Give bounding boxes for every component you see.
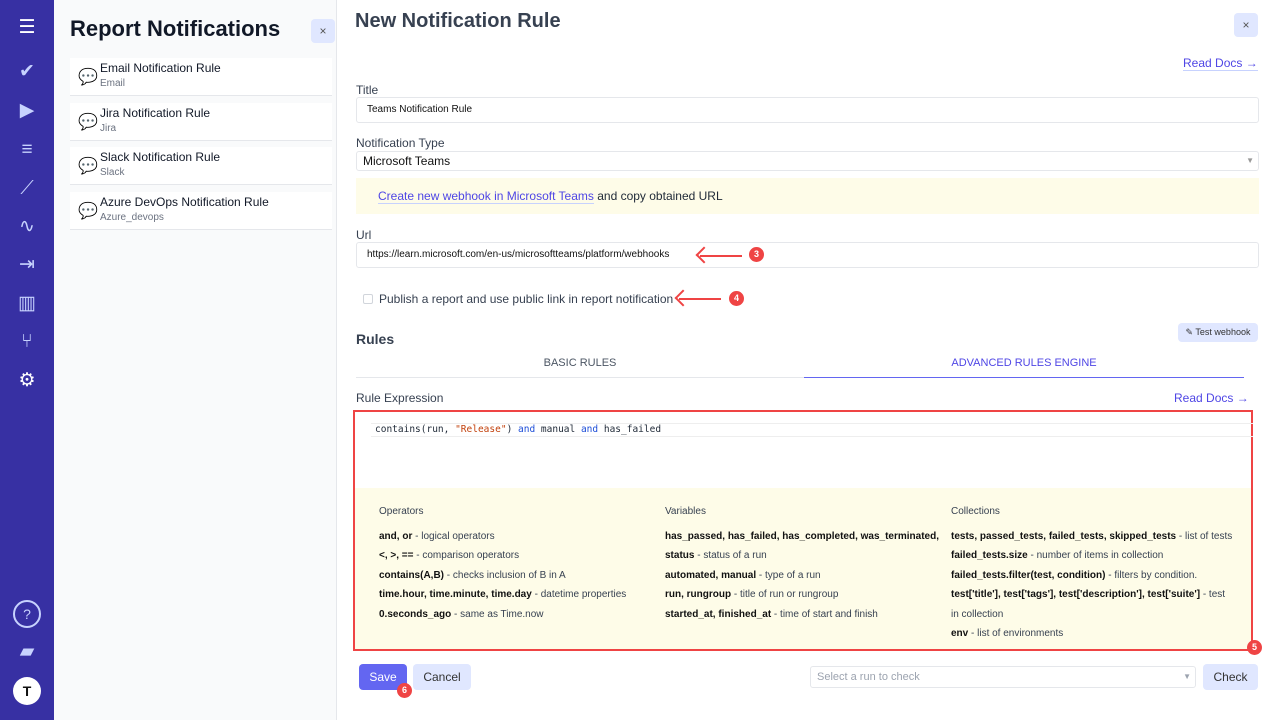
operators-column: Operators and, or - logical operators <, >… (379, 506, 626, 628)
help-row: test['title'], test['tags'], test['descr… (951, 589, 1226, 601)
item-type: Jira (100, 122, 117, 134)
run-select[interactable]: Select a run to check ▼ (810, 666, 1196, 688)
run-select-placeholder: Select a run to check (817, 671, 920, 683)
import-icon[interactable]: ⇥ (19, 254, 35, 275)
branch-icon[interactable]: ⑂ (21, 331, 33, 352)
annotation-badge: 6 (397, 683, 412, 698)
panel-title: Report Notifications (70, 16, 281, 41)
plug-icon: ✎ (1185, 327, 1196, 337)
dropdown-arrow-icon: ▼ (1246, 156, 1254, 165)
notifications-list-panel: Report Notifications × 💬 Email Notificati… (54, 0, 336, 720)
title-input[interactable]: Teams Notification Rule (356, 97, 1259, 123)
syntax-help: Operators and, or - logical operators <, >… (355, 488, 1251, 649)
collections-column: Collections tests, passed_tests, failed_t… (951, 506, 1232, 647)
annotation-badge: 5 (1247, 640, 1262, 655)
list-item[interactable]: 💬 Email Notification Rule Email (70, 58, 332, 96)
publish-checkbox[interactable] (363, 294, 373, 304)
help-row: status - status of a run (665, 550, 767, 562)
save-button[interactable]: Save (359, 664, 407, 690)
list-item[interactable]: 💬 Slack Notification Rule Slack (70, 147, 332, 185)
help-row: started_at, finished_at - time of start … (665, 608, 878, 620)
url-input[interactable]: https://learn.microsoft.com/en-us/micros… (356, 242, 1259, 268)
variables-column: Variables has_passed, has_failed, has_com… (665, 506, 939, 628)
steps-icon[interactable]: ⟋ (20, 178, 34, 199)
annotation-arrow (679, 298, 721, 300)
help-icon[interactable]: ? (13, 600, 41, 628)
item-title: Email Notification Rule (100, 61, 221, 75)
checklist-icon[interactable]: ≡ (21, 139, 33, 160)
tab-basic-rules[interactable]: BASIC RULES (356, 350, 804, 378)
annotation-badge: 4 (729, 291, 744, 306)
analytics-icon[interactable]: ▥ (18, 293, 36, 314)
item-type: Email (100, 78, 126, 89)
annotation-arrow (700, 255, 742, 257)
play-icon[interactable]: ▶ (19, 100, 35, 121)
check-button[interactable]: Check (1203, 664, 1258, 690)
help-row: has_passed, has_failed, has_completed, w… (665, 531, 940, 542)
chat-bubble-icon: 💬 (78, 69, 98, 86)
help-row: env - list of environments (951, 627, 1064, 639)
help-row: time.hour, time.minute, time.day - datet… (379, 589, 627, 601)
help-row: <, >, == - comparison operators (379, 550, 520, 562)
rule-expression-box: contains(run, "Release") and manual and … (353, 410, 1253, 651)
webhook-note: Create new webhook in Microsoft Teams an… (356, 178, 1259, 214)
form-title: New Notification Rule (355, 10, 561, 32)
list-item[interactable]: 💬 Azure DevOps Notification Rule Azure_dev… (70, 191, 332, 230)
code-text: contains(run, "Release") and manual and … (375, 424, 662, 435)
help-row: failed_tests.size - number of items in c… (951, 550, 1164, 562)
close-panel-button[interactable]: × (311, 19, 335, 43)
app-sidebar: ☰ ✔ ▶ ≡ ⟋ ∿ ⇥ ▥ ⑂ ⚙? ▰ T (0, 0, 54, 720)
pulse-icon[interactable]: ∿ (19, 216, 35, 237)
title-label: Title (356, 83, 379, 97)
menu-icon[interactable]: ☰ (18, 17, 36, 38)
item-title: Jira Notification Rule (100, 105, 211, 120)
test-webhook-button[interactable]: ✎ Test webhook (1178, 323, 1258, 342)
notification-type-select[interactable]: Microsoft Teams ▼ (356, 151, 1259, 171)
help-row: automated, manual - type of a run (665, 569, 821, 581)
folder-icon[interactable]: ▰ (19, 641, 35, 662)
selected-type: Microsoft Teams (363, 154, 451, 168)
rules-heading: Rules (356, 331, 395, 347)
chat-bubble-icon: 💬 (78, 202, 98, 220)
note-text: and copy obtained URL (593, 189, 723, 203)
item-type: Azure_devops (100, 211, 164, 223)
column-title: Variables (665, 506, 706, 517)
avatar-icon[interactable]: T (13, 677, 41, 705)
cancel-button[interactable]: Cancel (413, 664, 471, 690)
test-webhook-label: Test webhook (1195, 327, 1251, 337)
help-row: run, rungroup - title of run or rungroup (665, 589, 839, 601)
chat-bubble-icon: 💬 (78, 158, 98, 175)
create-webhook-link[interactable]: Create new webhook in Microsoft Teams (378, 189, 594, 204)
dropdown-arrow-icon: ▼ (1183, 672, 1191, 681)
item-title: Slack Notification Rule (100, 150, 221, 164)
help-row: 0.seconds_ago - same as Time.now (379, 608, 544, 620)
help-row: in collection (951, 608, 1004, 620)
expression-docs-link[interactable]: Read Docs → (1174, 391, 1249, 405)
expression-label: Rule Expression (356, 391, 444, 405)
item-type: Slack (100, 167, 125, 178)
annotation-badge: 3 (749, 247, 764, 262)
url-label: Url (356, 228, 372, 242)
code-editor[interactable] (371, 423, 1253, 437)
list-item[interactable]: 💬 Jira Notification Rule Jira (70, 102, 332, 141)
help-row: and, or - logical operators (379, 531, 495, 542)
publish-label: Publish a report and use public link in … (379, 292, 674, 306)
chat-bubble-icon: 💬 (78, 113, 98, 131)
type-label: Notification Type (356, 136, 445, 150)
new-rule-form: New Notification Rule × Read Docs → Titl… (336, 0, 1280, 720)
help-row: failed_tests.filter(test, condition) - f… (951, 569, 1198, 581)
check-icon[interactable]: ✔ (19, 61, 35, 82)
gear-icon[interactable]: ⚙ (18, 370, 36, 391)
column-title: Collections (951, 506, 1000, 517)
column-title: Operators (379, 506, 424, 517)
help-row: contains(A,B) - checks inclusion of B in… (379, 569, 566, 581)
read-docs-link[interactable]: Read Docs → (1183, 56, 1258, 71)
item-title: Azure DevOps Notification Rule (100, 194, 269, 209)
help-row: tests, passed_tests, failed_tests, skipp… (951, 531, 1233, 542)
close-form-button[interactable]: × (1234, 13, 1258, 37)
tab-advanced-rules[interactable]: ADVANCED RULES ENGINE (804, 350, 1244, 378)
